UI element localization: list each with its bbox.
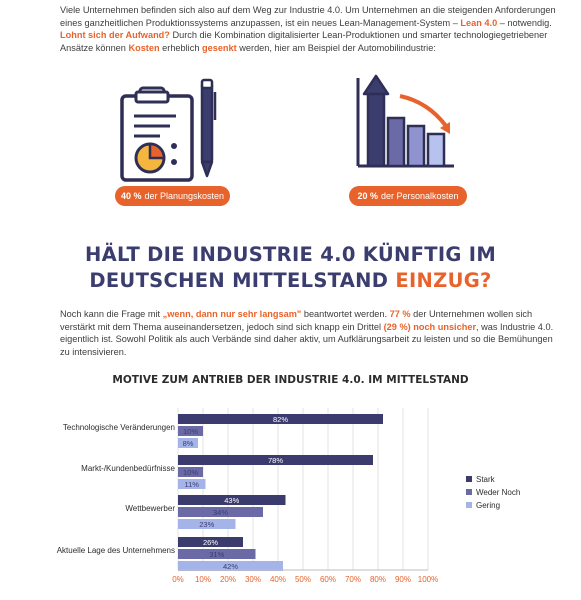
intro-line-4: Ansätze können Kosten erheblich gesenkt … (60, 42, 436, 53)
x-tick-label: 90% (395, 575, 411, 584)
legend-label-weder-noch: Weder Noch (476, 488, 520, 497)
x-tick-label: 30% (245, 575, 261, 584)
bar-chart-decline-icon (356, 74, 454, 168)
category-label: Aktuelle Lage des Unternehmens (57, 546, 175, 555)
bar-weder-noch (178, 549, 256, 559)
gesenkt-highlight: gesenkt (201, 42, 237, 53)
bar-weder-noch (178, 467, 203, 477)
bar-gering (178, 519, 236, 529)
data-label: 34% (213, 508, 228, 517)
data-label: 78% (268, 456, 283, 465)
kosten-highlight: Kosten (128, 42, 160, 53)
legend-label-gering: Gering (476, 501, 500, 510)
bar-gering (178, 561, 283, 571)
bar-stark (178, 414, 383, 424)
intro-line-3: Lohnt sich der Aufwand? Durch die Kombin… (60, 30, 548, 41)
data-label: 43% (224, 496, 239, 505)
motive-bar-chart: 0% 10% 20% 30% 40% 50% 60% 70% 80% 90% 100% Technol… (57, 408, 520, 584)
x-tick-label: 100% (418, 575, 438, 584)
data-label: 11% (185, 480, 200, 489)
data-label: 82% (273, 415, 288, 424)
question-highlight: Lohnt sich der Aufwand? (60, 30, 170, 41)
stat-planungskosten: 40 % der Planungskosten (115, 186, 230, 206)
x-tick-label: 20% (220, 575, 236, 584)
category-label: Technologische Veränderungen (63, 423, 175, 432)
headline-line-1: HÄLT DIE INDUSTRIE 4.0 KÜNFTIG IM (84, 243, 497, 266)
x-tick-label: 0% (172, 575, 184, 584)
legend-label-stark: Stark (476, 475, 496, 484)
data-label: 10% (183, 427, 198, 436)
data-label: 23% (199, 520, 214, 529)
intro-line-2: eines ganzheitlichen Produktionssystems … (60, 17, 552, 28)
bar-weder-noch (178, 426, 203, 436)
category-label: Wettbewerber (125, 504, 175, 513)
intro-line-1: Viele Unternehmen befinden sich also auf… (60, 5, 556, 15)
question-paragraph: Noch kann die Frage mit „wenn, dann nur … (60, 308, 575, 358)
data-label: 31% (209, 550, 224, 559)
legend-swatch-weder-noch (466, 489, 472, 495)
body-line-3: eigentlich ist. Sowohl Politik als auch … (60, 334, 553, 345)
x-tick-label: 70% (345, 575, 361, 584)
legend-swatch-stark (466, 476, 472, 482)
lean-highlight: Lean 4.0 (460, 17, 498, 28)
bar-gering (178, 438, 198, 448)
bar-stark (178, 495, 286, 505)
clipboard-pie-chart-icon (120, 78, 217, 182)
data-label: 26% (203, 538, 218, 547)
data-label: 10% (183, 468, 198, 477)
bar-weder-noch (178, 507, 263, 517)
bar-stark (178, 537, 243, 547)
category-label: Markt-/Kundenbedürfnisse (81, 464, 175, 473)
body-line-1: Noch kann die Frage mit „wenn, dann nur … (60, 309, 533, 319)
stat-personalkosten: 20 % der Personalkosten (349, 186, 467, 206)
data-label: 42% (223, 562, 238, 571)
body-line-2: verstärkt mit dem Thema auseinandersetze… (60, 321, 554, 332)
x-tick-label: 60% (320, 575, 336, 584)
bar-stark (178, 455, 373, 465)
data-label: 8% (183, 439, 194, 448)
x-tick-label: 40% (270, 575, 286, 584)
intro-paragraph: Viele Unternehmen befinden sich also auf… (60, 4, 570, 54)
chart-title: MOTIVE ZUM ANTRIEB DER INDUSTRIE 4.0. IM… (112, 374, 469, 386)
legend-swatch-gering (466, 502, 472, 508)
x-tick-label: 10% (195, 575, 211, 584)
x-tick-label: 80% (370, 575, 386, 584)
headline-line-2: DEUTSCHEN MITTELSTAND EINZUG? (89, 269, 492, 292)
body-line-4: zu intensivieren. (60, 346, 127, 357)
bar-gering (178, 479, 206, 489)
headline-highlight: EINZUG? (395, 269, 492, 292)
x-tick-label: 50% (295, 575, 311, 584)
